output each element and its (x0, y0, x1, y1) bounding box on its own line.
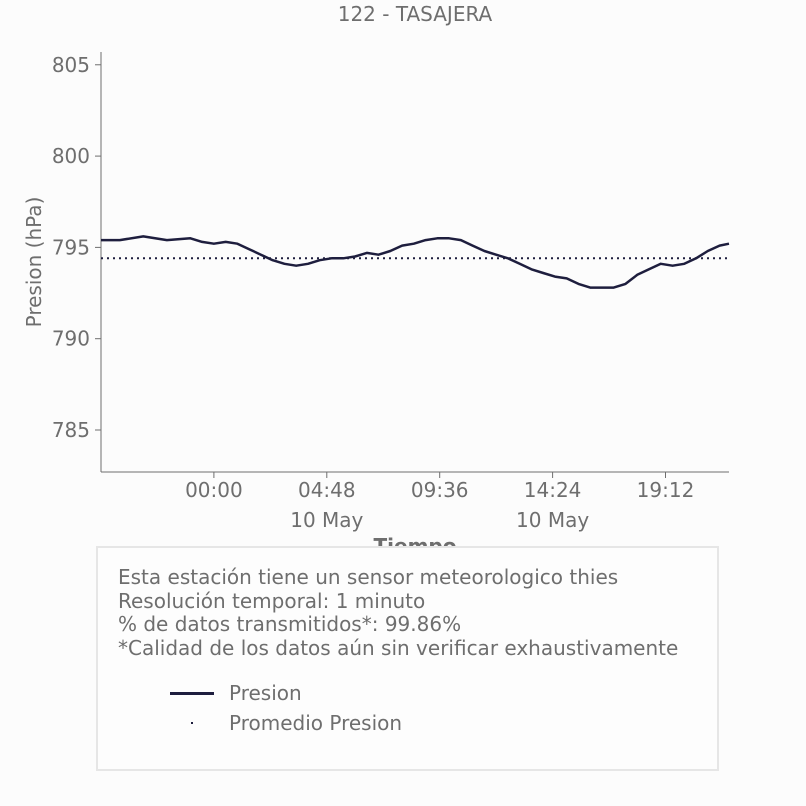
x-tick-label: 00:00 (185, 478, 243, 502)
dotted-line-swatch-icon (170, 711, 214, 735)
x-tick-label: 19:12 (637, 478, 695, 502)
y-tick-label: 790 (52, 327, 90, 351)
info-line-quality: *Calidad de los datos aún sin verificar … (118, 635, 679, 660)
x-tick-date-label: 10 May (290, 508, 363, 532)
x-tick-label: 14:24 (524, 478, 582, 502)
x-tick-label: 04:48 (298, 478, 356, 502)
legend-label: Promedio Presion (229, 711, 403, 735)
y-tick-label: 785 (52, 418, 90, 442)
station-info: Esta estación tiene un sensor meteorolog… (118, 565, 679, 660)
info-line-resolution: Resolución temporal: 1 minuto (118, 588, 426, 613)
y-tick-label: 800 (52, 144, 90, 168)
legend-item-presion: Presion (170, 681, 302, 705)
info-line-transmitted: % de datos transmitidos*: 99.86% (118, 612, 462, 636)
legend-label: Presion (229, 681, 302, 705)
info-line-sensor: Esta estación tiene un sensor meteorolog… (118, 565, 619, 589)
x-tick-date-label: 10 May (516, 508, 589, 532)
y-axis-label: Presion (hPa) (22, 197, 46, 328)
y-tick-label: 795 (52, 235, 90, 259)
legend-panel: Esta estación tiene un sensor meteorolog… (96, 546, 719, 771)
solid-line-swatch-icon (170, 681, 214, 705)
x-tick-label: 09:36 (411, 478, 469, 502)
chart-title: 122 - TASAJERA (338, 2, 493, 26)
y-tick-label: 805 (52, 53, 90, 77)
series-presion (101, 235, 730, 289)
legend-item-promedio: Promedio Presion (170, 711, 402, 735)
